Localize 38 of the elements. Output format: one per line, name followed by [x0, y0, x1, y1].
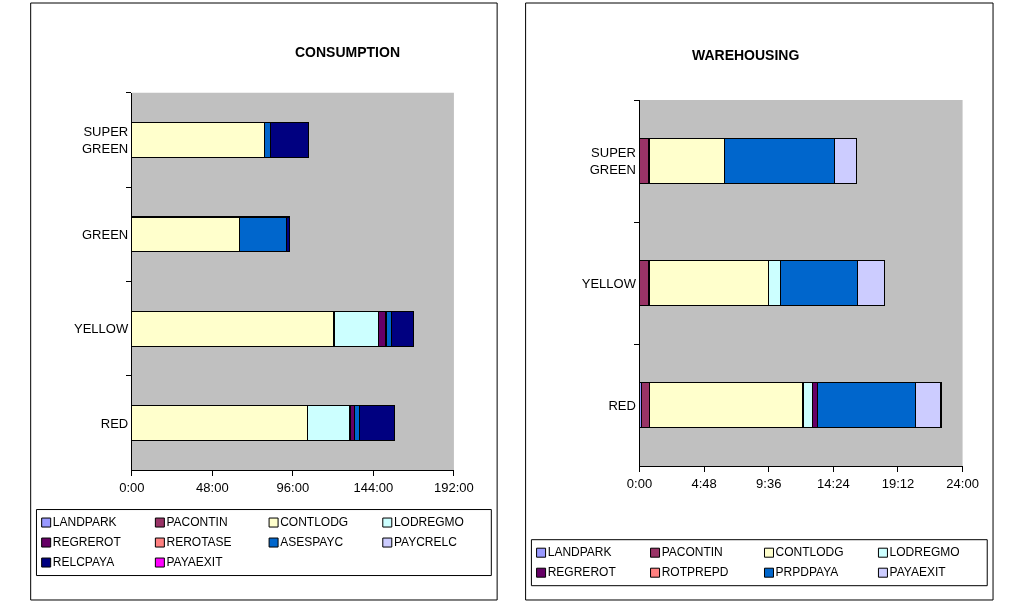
- legend-label: LODREGMO: [393, 514, 464, 529]
- legend-label: CONTLODG: [775, 544, 844, 559]
- legend-label: PRPDPAYA: [775, 564, 839, 579]
- legend-label: LANDPARK: [52, 514, 117, 529]
- x-tick-label: 96:00: [276, 479, 310, 495]
- legend-label: REROTASE: [166, 534, 232, 549]
- legend-label: REGREROT: [52, 534, 122, 549]
- legend-label: RELCPAYA: [52, 554, 115, 569]
- y-tick-label: RED: [100, 415, 129, 431]
- y-tick-label: RED: [608, 397, 636, 413]
- x-tick-label: 9:36: [756, 475, 782, 491]
- chart-title: WAREHOUSING: [692, 47, 800, 63]
- chart-title: CONSUMPTION: [295, 44, 400, 60]
- legend-label: PAYAEXIT: [166, 554, 224, 569]
- legend-label: REGREROT: [547, 564, 617, 579]
- legend-label: CONTLODG: [280, 514, 349, 529]
- legend-label: LANDPARK: [547, 544, 612, 559]
- y-tick-label: GREEN: [81, 226, 129, 242]
- x-tick-label: 14:24: [817, 475, 850, 491]
- x-tick-label: 4:48: [691, 475, 717, 491]
- x-tick-label: 192:00: [434, 479, 474, 495]
- legend-label: LODREGMO: [889, 544, 960, 559]
- x-tick-label: 0:00: [626, 475, 653, 491]
- legend-label: PAYAEXIT: [889, 564, 947, 579]
- x-tick-label: 144:00: [353, 479, 394, 495]
- x-tick-label: 24:00: [946, 475, 979, 491]
- legend-label: PAYCRELC: [393, 534, 458, 549]
- legend-label: ASESPAYC: [280, 534, 344, 549]
- y-tick-label: SUPER GREEN: [81, 124, 129, 157]
- x-tick-label: 19:12: [881, 475, 915, 491]
- y-tick-label: SUPER GREEN: [589, 145, 636, 178]
- y-tick-label: YELLOW: [74, 321, 129, 337]
- y-tick-label: YELLOW: [581, 275, 637, 291]
- x-tick-label: 0:00: [119, 479, 145, 495]
- legend-label: PACONTIN: [661, 544, 723, 559]
- legend-label: ROTPREPD: [661, 564, 729, 579]
- legend-label: PACONTIN: [166, 514, 228, 529]
- x-tick-label: 48:00: [196, 479, 229, 495]
